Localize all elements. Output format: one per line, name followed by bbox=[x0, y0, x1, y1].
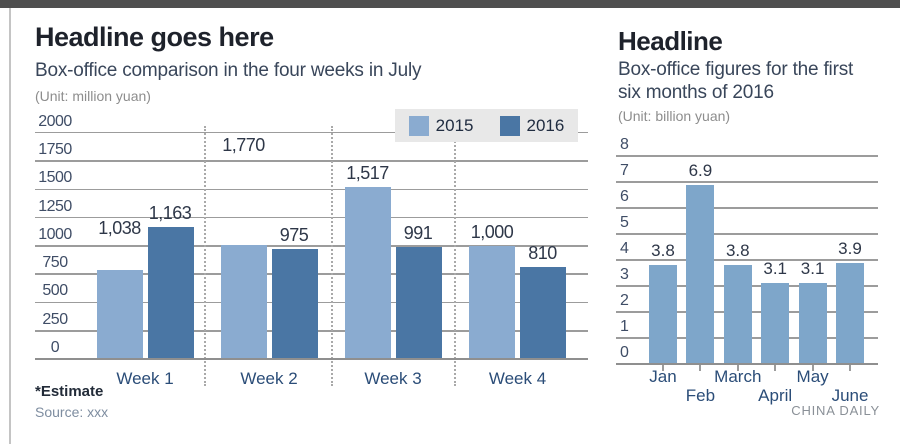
value-label: 3.1 bbox=[800, 259, 825, 279]
gridline bbox=[35, 245, 588, 247]
gridline bbox=[35, 216, 588, 219]
y-axis-label: 1 bbox=[620, 318, 629, 335]
value-label: 810 bbox=[528, 243, 557, 264]
x-axis-label: Week 3 bbox=[364, 369, 422, 388]
value-label: 3.9 bbox=[838, 238, 862, 258]
value-label: 1,517 bbox=[346, 163, 389, 184]
x-axis-label: April bbox=[758, 386, 793, 405]
publisher-credit: CHINA DAILY bbox=[791, 403, 880, 418]
y-axis-label: 1250 bbox=[38, 197, 72, 215]
y-axis-label: 8 bbox=[620, 136, 629, 153]
gridline bbox=[35, 160, 588, 162]
y-axis-label: 2000 bbox=[38, 112, 72, 130]
value-label: 1,000 bbox=[470, 221, 514, 242]
gridline bbox=[616, 155, 878, 157]
y-axis-label: 0 bbox=[620, 344, 629, 361]
axis-tick bbox=[662, 364, 664, 371]
right-panel-subtitle: Box-office figures for the first six mon… bbox=[618, 59, 854, 103]
y-axis-label: 3 bbox=[620, 266, 629, 283]
right-panel-title: Headline bbox=[618, 26, 723, 56]
gridline bbox=[616, 207, 878, 209]
x-axis-label: Jan bbox=[649, 367, 677, 386]
value-label: 1,163 bbox=[148, 203, 192, 224]
bar-april bbox=[761, 283, 790, 364]
value-label: 3.1 bbox=[763, 259, 787, 279]
legend-item-2016: 2016 bbox=[499, 115, 565, 136]
bar-march bbox=[723, 265, 752, 364]
gridline bbox=[616, 233, 878, 235]
y-axis-label: 1000 bbox=[38, 225, 72, 243]
legend-item-2015: 2015 bbox=[408, 115, 474, 136]
bar-2016-week-3 bbox=[395, 246, 442, 359]
bar-feb bbox=[686, 184, 715, 364]
y-axis-label: 7 bbox=[620, 162, 629, 179]
gridline bbox=[616, 181, 878, 183]
gridline bbox=[616, 259, 878, 261]
week-separator bbox=[331, 126, 333, 386]
y-axis-label: 250 bbox=[42, 310, 68, 328]
y-axis-label: 500 bbox=[42, 282, 68, 300]
bar-june bbox=[836, 262, 864, 364]
legend-swatch-2016 bbox=[499, 115, 520, 136]
axis-tick bbox=[849, 364, 851, 371]
x-axis-label: Week 4 bbox=[488, 369, 547, 388]
top-strip bbox=[0, 0, 900, 8]
estimate-footnote: *Estimate bbox=[35, 383, 104, 400]
axis-tick bbox=[811, 364, 814, 371]
x-axis-line bbox=[616, 363, 878, 365]
x-axis-label: Feb bbox=[685, 386, 716, 405]
source-note: Source: xxx bbox=[35, 404, 109, 420]
left-border-rule bbox=[9, 8, 11, 444]
x-axis-label: Week 1 bbox=[116, 369, 174, 388]
bar-2015-week-4 bbox=[469, 245, 515, 359]
left-panel-subtitle: Box-office comparison in the four weeks … bbox=[35, 60, 422, 81]
value-label: 1,038 bbox=[98, 217, 141, 238]
bar-2015-week-2 bbox=[220, 244, 267, 359]
y-axis-label: 6 bbox=[620, 188, 629, 205]
x-axis-label: May bbox=[796, 367, 829, 386]
x-axis-label: June bbox=[831, 386, 869, 405]
value-label: 991 bbox=[403, 222, 433, 243]
value-label: 6.9 bbox=[688, 160, 713, 180]
week-separator bbox=[454, 126, 456, 386]
y-axis-label: 5 bbox=[620, 214, 629, 231]
chart-legend: 2015 2016 bbox=[395, 109, 578, 142]
bar-2016-week-4 bbox=[520, 267, 566, 359]
legend-label-2015: 2015 bbox=[435, 115, 474, 135]
left-panel-title: Headline goes here bbox=[35, 22, 274, 52]
y-axis-label: 2 bbox=[620, 292, 629, 309]
y-axis-label: 1500 bbox=[38, 169, 72, 187]
y-axis-label: 0 bbox=[50, 339, 60, 356]
bar-jan bbox=[649, 265, 677, 364]
left-panel-unit-label: (Unit: million yuan) bbox=[35, 88, 151, 104]
y-axis-label: 750 bbox=[42, 254, 68, 272]
x-axis-line bbox=[35, 358, 588, 360]
bar-2016-week-1 bbox=[147, 227, 194, 359]
value-label: 1,770 bbox=[222, 134, 265, 155]
x-axis-label: March bbox=[714, 367, 762, 386]
axis-tick bbox=[699, 364, 702, 371]
bar-2015-week-3 bbox=[344, 187, 391, 359]
value-label: 3.8 bbox=[725, 241, 750, 261]
bar-2015-week-1 bbox=[96, 269, 143, 359]
gridline bbox=[35, 131, 588, 134]
y-axis-label: 1750 bbox=[38, 141, 72, 158]
legend-label-2016: 2016 bbox=[526, 115, 565, 135]
x-axis-label: Week 2 bbox=[240, 369, 298, 388]
value-label: 975 bbox=[279, 224, 309, 245]
legend-swatch-2015 bbox=[408, 115, 429, 136]
gridline bbox=[35, 188, 588, 190]
y-axis-label: 4 bbox=[620, 240, 629, 257]
bar-may bbox=[798, 283, 827, 364]
week-separator bbox=[204, 126, 206, 386]
right-panel-unit-label: (Unit: billion yuan) bbox=[618, 108, 731, 124]
value-label: 3.8 bbox=[651, 241, 675, 261]
bar-2016-week-2 bbox=[271, 248, 318, 359]
axis-tick bbox=[774, 364, 777, 371]
axis-tick bbox=[736, 364, 739, 371]
